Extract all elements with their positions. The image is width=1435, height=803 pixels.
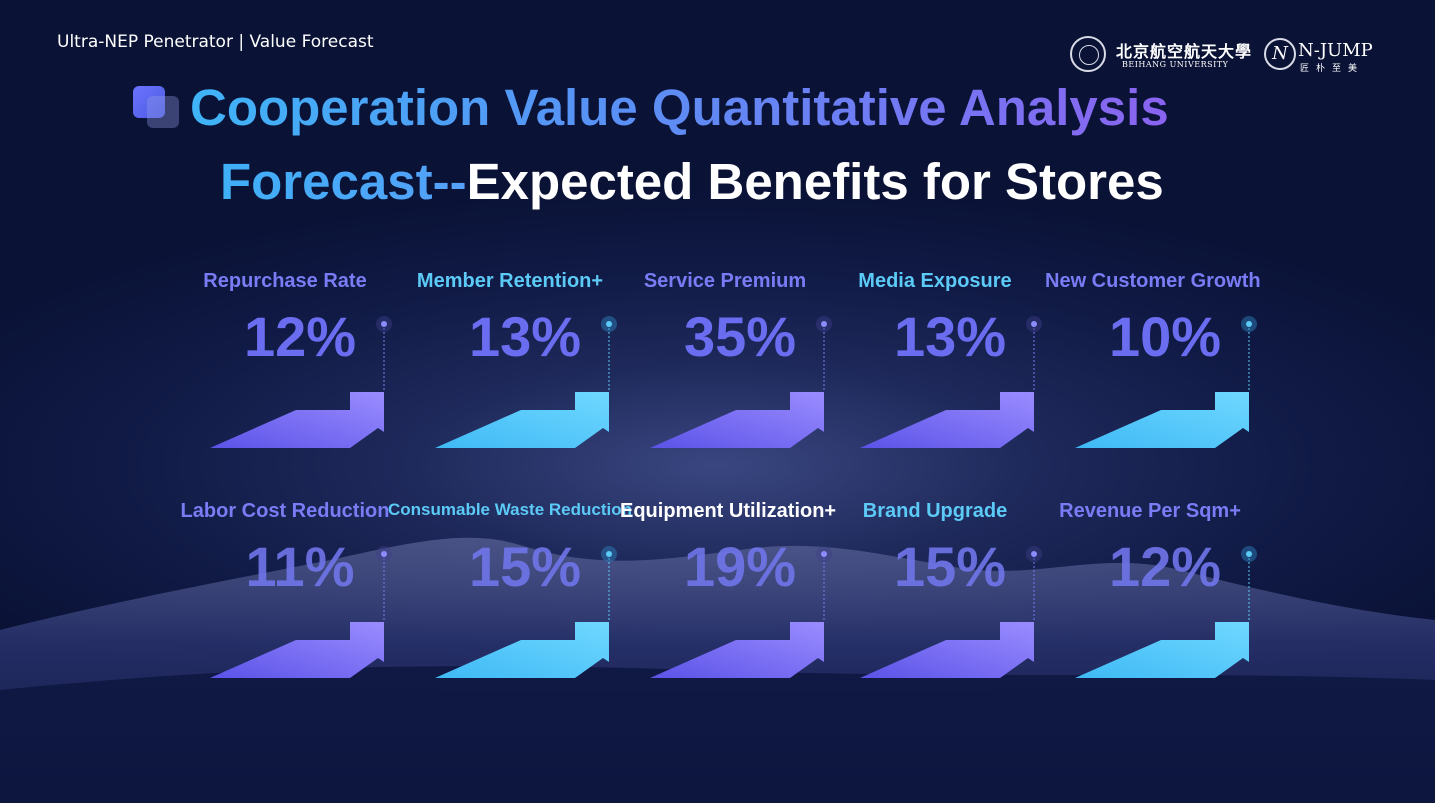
- growth-arrow-icon: [1075, 316, 1257, 448]
- metric-label: Repurchase Rate: [203, 270, 367, 292]
- metric-card: Labor Cost Reduction 11%: [181, 500, 460, 680]
- metric-value: 11%: [245, 535, 355, 598]
- title-decoration-square-shadow: [147, 96, 179, 128]
- metric-card: Brand Upgrade 15%: [850, 500, 1110, 680]
- metric-card: Repurchase Rate 12%: [200, 270, 460, 450]
- njump-logo-subtext: 匠朴至美: [1300, 64, 1365, 74]
- metric-label: Equipment Utilization+: [620, 500, 837, 522]
- beihang-logo-subtext: BEIHANG UNIVERSITY: [1122, 60, 1229, 69]
- metric-value: 13%: [468, 305, 582, 368]
- breadcrumb: Ultra-NEP Penetrator | Value Forecast: [57, 32, 374, 52]
- growth-arrow-icon: [1075, 546, 1257, 678]
- metric-label: Service Premium: [643, 270, 807, 292]
- beihang-seal-icon: [1070, 36, 1106, 72]
- growth-arrow-icon: [210, 546, 392, 678]
- subtitle-highlight: Forecast--: [220, 153, 467, 210]
- growth-arrow-icon: [435, 316, 617, 448]
- metric-value: 35%: [683, 305, 797, 368]
- metric-label: Member Retention+: [416, 270, 604, 292]
- growth-arrow-icon: [650, 546, 832, 678]
- metric-label: Brand Upgrade: [862, 500, 1008, 522]
- njump-mark-icon: N: [1264, 38, 1296, 70]
- metric-card: Service Premium 35%: [640, 270, 900, 450]
- metric-value: 12%: [243, 305, 357, 368]
- metric-value: 13%: [893, 305, 1007, 368]
- growth-arrow-icon: [435, 546, 617, 678]
- growth-arrow-icon: [210, 316, 392, 448]
- metric-label: Revenue Per Sqm+: [1059, 500, 1241, 522]
- metric-card: Equipment Utilization+ 19%: [620, 500, 900, 680]
- growth-arrow-icon: [860, 316, 1042, 448]
- metric-label: Labor Cost Reduction: [180, 500, 390, 522]
- growth-arrow-icon: [650, 316, 832, 448]
- metric-label: Consumable Waste Reduction: [387, 500, 632, 519]
- metric-label: Media Exposure: [858, 270, 1012, 292]
- metric-value: 12%: [1108, 535, 1222, 598]
- page-subtitle: Forecast--Expected Benefits for Stores: [220, 152, 1164, 211]
- beihang-logo-text: 北京航空航天大學: [1116, 42, 1253, 61]
- metric-card: Member Retention+ 13%: [417, 270, 685, 450]
- njump-logo-text: N-JUMP: [1298, 40, 1373, 61]
- metric-card: Revenue Per Sqm+ 12%: [1059, 500, 1325, 680]
- partner-logos: 北京航空航天大學 BEIHANG UNIVERSITY N N-JUMP 匠朴至…: [1070, 36, 1380, 76]
- metric-value: 19%: [683, 535, 797, 598]
- title-decoration-square: [133, 86, 165, 118]
- metric-card: Media Exposure 13%: [850, 270, 1110, 450]
- growth-arrow-icon: [860, 546, 1042, 678]
- metric-card: Consumable Waste Reduction 15%: [388, 500, 685, 680]
- metric-value: 15%: [468, 535, 582, 598]
- metric-label: New Customer Growth: [1045, 270, 1261, 292]
- metric-value: 10%: [1108, 305, 1222, 368]
- subtitle-rest: Expected Benefits for Stores: [466, 153, 1164, 210]
- page-title: Cooperation Value Quantitative Analysis: [190, 79, 1169, 136]
- metric-card: New Customer Growth 10%: [1045, 270, 1325, 450]
- metric-value: 15%: [893, 535, 1007, 598]
